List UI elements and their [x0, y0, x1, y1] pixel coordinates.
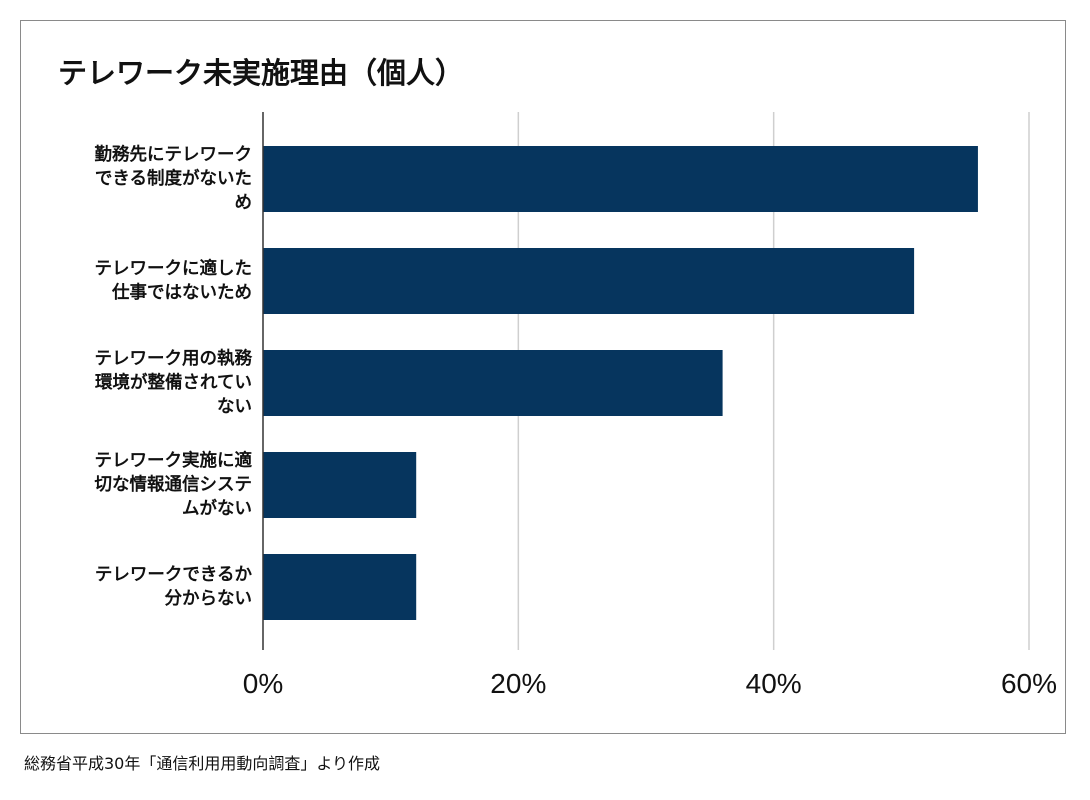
x-tick-label: 0% [242, 668, 284, 699]
x-tick-label: 20% [490, 668, 547, 699]
bars [263, 146, 978, 620]
source-note: 総務省平成30年「通信利用用動向調査」より作成 [24, 754, 381, 773]
bar [263, 248, 915, 314]
x-tick-label: 40% [745, 668, 802, 699]
chart-title: テレワーク未実施理由（個人） [58, 56, 465, 90]
category-label: 勤務先にテレワーク できる制度がないため [94, 145, 253, 213]
category-label: テレワーク実施に適 切な情報通信システ ムがない [94, 451, 253, 519]
bar [263, 452, 417, 518]
bar [263, 146, 978, 212]
bar [263, 350, 723, 416]
category-label: テレワークに適した 仕事ではないため [94, 259, 253, 303]
x-tick-label: 60% [1000, 668, 1058, 699]
category-label: テレワークできるか 分からない [94, 565, 252, 609]
bar [263, 554, 417, 620]
category-label: テレワーク用の執務 環境が整備されてい ない [94, 349, 253, 417]
